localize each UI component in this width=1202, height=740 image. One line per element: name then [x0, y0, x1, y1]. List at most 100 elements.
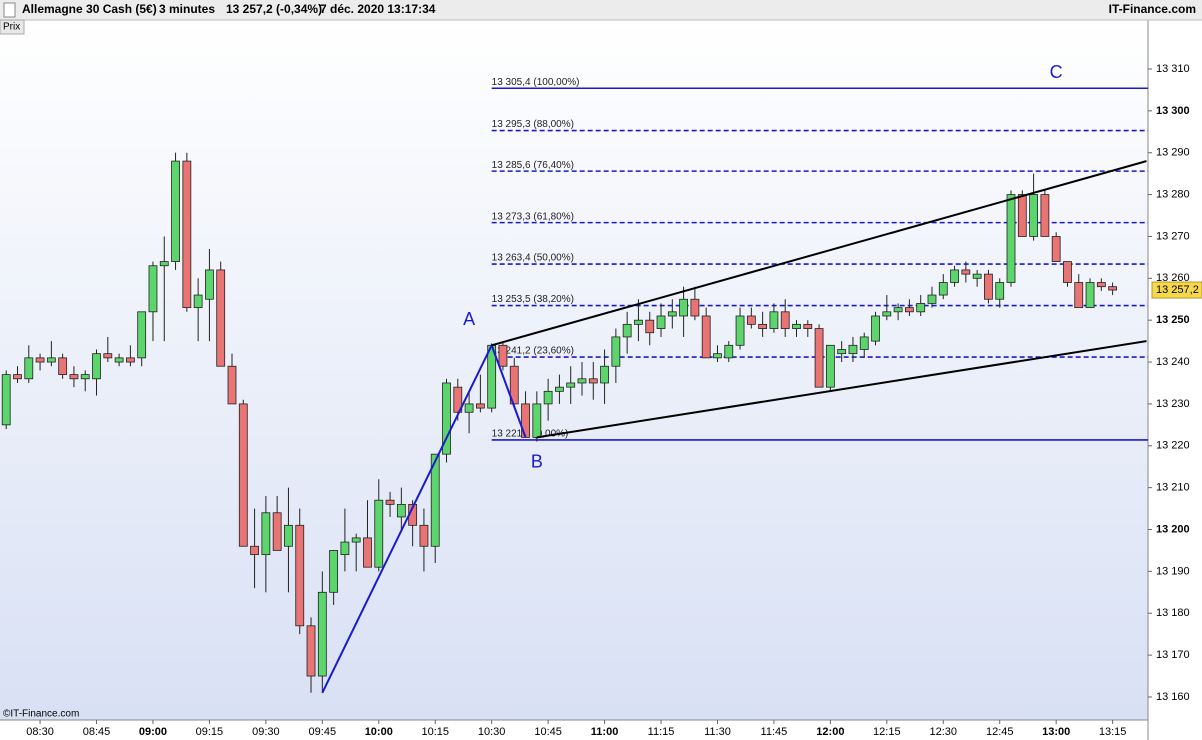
copyright: ©IT-Finance.com	[3, 709, 79, 720]
candle-body	[227, 365, 237, 405]
x-tick-label: 12:45	[986, 726, 1014, 738]
candle-body	[363, 537, 372, 568]
annotation: B	[531, 451, 543, 471]
y-tick-label: 13 170	[1156, 649, 1190, 661]
candle-body	[216, 269, 226, 367]
candle-body	[1017, 194, 1027, 237]
candle-body	[261, 512, 271, 556]
candle-body	[724, 344, 734, 359]
candle-body	[600, 365, 609, 384]
candle-body	[577, 378, 587, 384]
x-tick-label: 11:30	[704, 726, 731, 738]
brand: IT-Finance.com	[1109, 2, 1196, 16]
x-tick-label: 13:00	[1042, 726, 1070, 738]
x-tick-label: 12:00	[816, 726, 844, 738]
candle-body	[543, 390, 553, 405]
candle-body	[306, 625, 316, 677]
y-tick-label: 13 210	[1156, 482, 1190, 494]
x-tick-label: 11:00	[591, 726, 619, 738]
candle-body	[746, 315, 756, 325]
quote: 13 257,2 (-0,34%)	[226, 2, 322, 16]
candle-body	[780, 311, 790, 329]
candle-body	[250, 545, 259, 556]
x-tick-label: 10:00	[365, 726, 393, 738]
x-tick-label: 08:45	[83, 726, 111, 738]
trend-line	[491, 160, 1147, 347]
candle-body	[769, 311, 779, 329]
candle-body	[92, 353, 101, 380]
candle-body	[1006, 194, 1016, 283]
x-tick-label: 10:30	[478, 726, 506, 738]
candle-body	[916, 303, 926, 313]
candle-body	[171, 160, 180, 262]
fib-label: 13 263,4 (50,00%)	[492, 253, 574, 264]
candle-body	[396, 503, 406, 518]
last-price-box	[1151, 281, 1202, 299]
candle-body	[159, 261, 169, 267]
candle-body	[938, 282, 948, 296]
x-tick-label: 11:15	[648, 726, 675, 738]
candle-body	[137, 311, 147, 359]
fib-label: 13 221,4 (0,00%)	[492, 429, 569, 440]
candle-body	[1085, 282, 1095, 309]
y-tick-label: 13 190	[1156, 565, 1190, 577]
candle-body	[927, 294, 937, 304]
header-icon	[3, 2, 16, 18]
candle-body	[182, 160, 192, 309]
candle-body	[713, 353, 722, 359]
trend-line	[536, 340, 1147, 439]
candle-body	[645, 319, 655, 334]
candle-body	[972, 273, 982, 279]
candle-body	[735, 315, 745, 346]
y-tick-label: 13 280	[1156, 188, 1190, 200]
candle-body	[848, 344, 858, 355]
candle-body	[205, 269, 214, 300]
interval: 3 minutes	[159, 2, 215, 16]
y-tick-label: 13 250	[1156, 314, 1190, 326]
candle-body	[340, 541, 350, 556]
y-axis-area	[1148, 20, 1202, 740]
panel-label: Prix	[3, 22, 20, 33]
candle-body	[758, 323, 768, 329]
candle-body	[193, 294, 203, 309]
candle-body	[46, 357, 56, 363]
y-tick-label: 13 230	[1156, 398, 1190, 410]
candle-body	[13, 374, 22, 380]
fib-label: 13 285,6 (76,40%)	[492, 160, 574, 171]
candle-body	[837, 349, 847, 355]
y-tick-label: 13 240	[1156, 356, 1190, 368]
candle-body	[634, 319, 643, 325]
candle-body	[825, 344, 835, 388]
candle-body	[442, 382, 451, 455]
panel-label-box	[0, 19, 25, 35]
candle-body	[905, 307, 914, 313]
candle-body	[859, 336, 869, 350]
candle-body	[238, 403, 248, 547]
candle-body	[667, 311, 677, 317]
candle-body	[329, 550, 339, 593]
x-tick-label: 10:15	[421, 726, 449, 738]
y-tick-label: 13 290	[1156, 147, 1190, 159]
candle-body	[148, 265, 158, 313]
x-tick-label: 09:15	[196, 726, 224, 738]
y-tick-label: 13 180	[1156, 607, 1190, 619]
candle-body	[498, 344, 508, 367]
candle-body	[995, 282, 1005, 300]
candle-body	[555, 386, 564, 392]
candle-body	[475, 403, 485, 409]
plot-area	[0, 20, 1148, 720]
candle-body	[464, 403, 474, 413]
candle-body	[1029, 194, 1038, 237]
candle-body	[69, 374, 79, 380]
chart-title: Allemagne 30 Cash (5€)	[22, 2, 157, 16]
x-tick-label: 12:30	[930, 726, 958, 738]
candle-body	[272, 512, 282, 551]
candle-body	[317, 591, 327, 677]
fib-label: 13 241,2 (23,60%)	[492, 346, 574, 357]
candle-body	[1074, 282, 1084, 309]
candle-body	[792, 323, 801, 329]
candle-body	[882, 311, 892, 317]
y-tick-label: 13 300	[1156, 105, 1190, 117]
candle-body	[1051, 236, 1061, 262]
